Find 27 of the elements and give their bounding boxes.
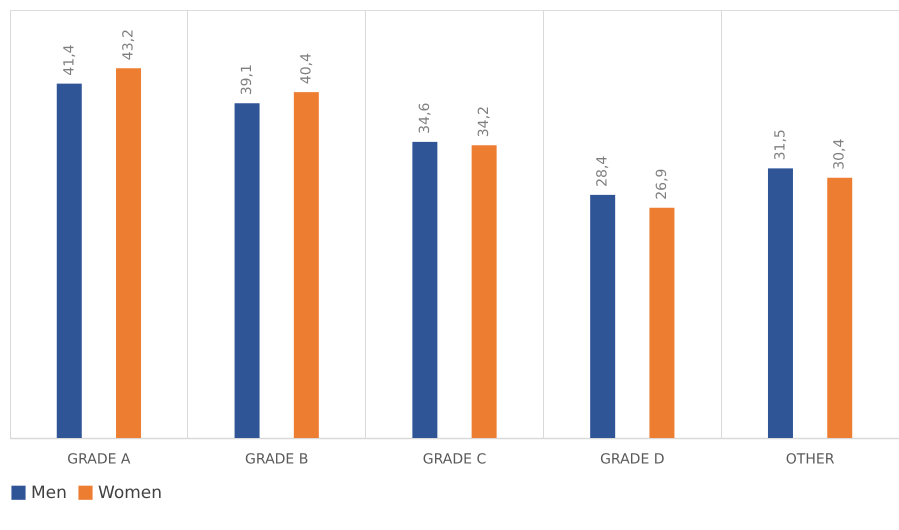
x-tick-label: GRADE A — [67, 452, 131, 468]
data-label: 28,4 — [594, 156, 611, 187]
x-tick-label: GRADE C — [422, 452, 486, 468]
bar — [234, 103, 260, 438]
data-label: 26,9 — [654, 168, 670, 200]
data-label: 30,4 — [832, 138, 848, 170]
bar — [649, 208, 674, 438]
data-label: 31,5 — [772, 129, 788, 160]
data-label: 43,2 — [120, 29, 137, 60]
legend-label: Men — [31, 482, 67, 503]
bar — [768, 168, 793, 438]
bar — [412, 142, 438, 438]
data-label: 41,4 — [61, 44, 78, 76]
data-label: 34,6 — [416, 102, 433, 134]
data-label: 40,4 — [298, 52, 314, 84]
data-label: 39,1 — [239, 64, 256, 96]
legend-label: Women — [98, 482, 162, 503]
bar — [294, 92, 319, 438]
bar — [472, 145, 497, 438]
x-tick-label: GRADE B — [245, 452, 308, 468]
bar — [590, 194, 616, 438]
bar — [116, 68, 142, 438]
x-tick-label: GRADE D — [600, 452, 665, 468]
bar — [827, 178, 852, 438]
data-label: 34,2 — [476, 106, 492, 138]
x-tick-label: OTHER — [786, 452, 835, 468]
bar — [56, 84, 82, 438]
